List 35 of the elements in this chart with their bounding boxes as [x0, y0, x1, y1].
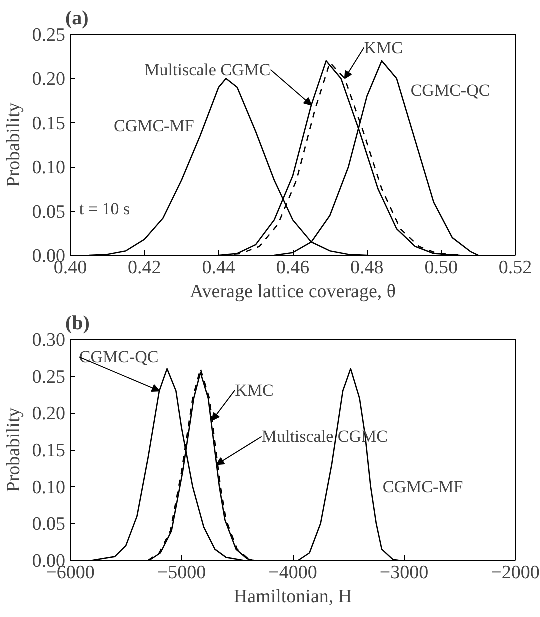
y-tick-label: 0.05: [32, 514, 66, 536]
y-tick-label: 0.10: [32, 477, 66, 498]
y-tick-label: 0.20: [32, 404, 66, 425]
x-tick-label: 0.46: [276, 258, 310, 278]
y-tick-label: 0.20: [32, 69, 66, 90]
y-tick-label: 0.30: [32, 330, 66, 351]
y-tick-label: 0.15: [32, 113, 66, 134]
annotation: CGMC-QC: [79, 348, 159, 367]
annotation: CGMC-MF: [382, 477, 464, 496]
x-tick-label: 0.42: [128, 258, 162, 278]
y-tick-label: 0.25: [32, 25, 66, 46]
annotation: KMC: [364, 38, 403, 58]
annotation: CGMC-QC: [410, 81, 490, 100]
annotation: Multiscale CGMC: [144, 60, 271, 80]
chart-title: (b): [66, 312, 90, 334]
y-tick-label: 0.10: [32, 158, 66, 179]
x-tick-label: −2000: [491, 562, 540, 584]
x-tick-label: 0.48: [350, 258, 384, 278]
annotation: t = 10 s: [79, 200, 130, 219]
y-tick-label: 0.15: [32, 440, 66, 462]
x-axis-title: Average lattice coverage, θ: [190, 282, 396, 302]
x-tick-label: 0.52: [498, 258, 532, 278]
x-tick-label: −3000: [380, 562, 429, 584]
annotation: KMC: [235, 380, 274, 400]
x-tick-label: −5000: [157, 562, 206, 584]
x-tick-label: 0.50: [424, 258, 458, 278]
y-tick-label: 0.25: [32, 366, 66, 388]
x-axis-title: Hamiltonian, H: [234, 586, 352, 608]
y-axis-title: Probability: [3, 407, 24, 492]
chart-title: (a): [66, 8, 89, 30]
x-tick-label: 0.44: [202, 258, 236, 278]
annotation: CGMC-MF: [114, 116, 194, 136]
y-tick-label: 0.05: [32, 202, 66, 223]
x-tick-label: −4000: [268, 562, 318, 584]
y-axis-title: Probability: [3, 102, 24, 188]
